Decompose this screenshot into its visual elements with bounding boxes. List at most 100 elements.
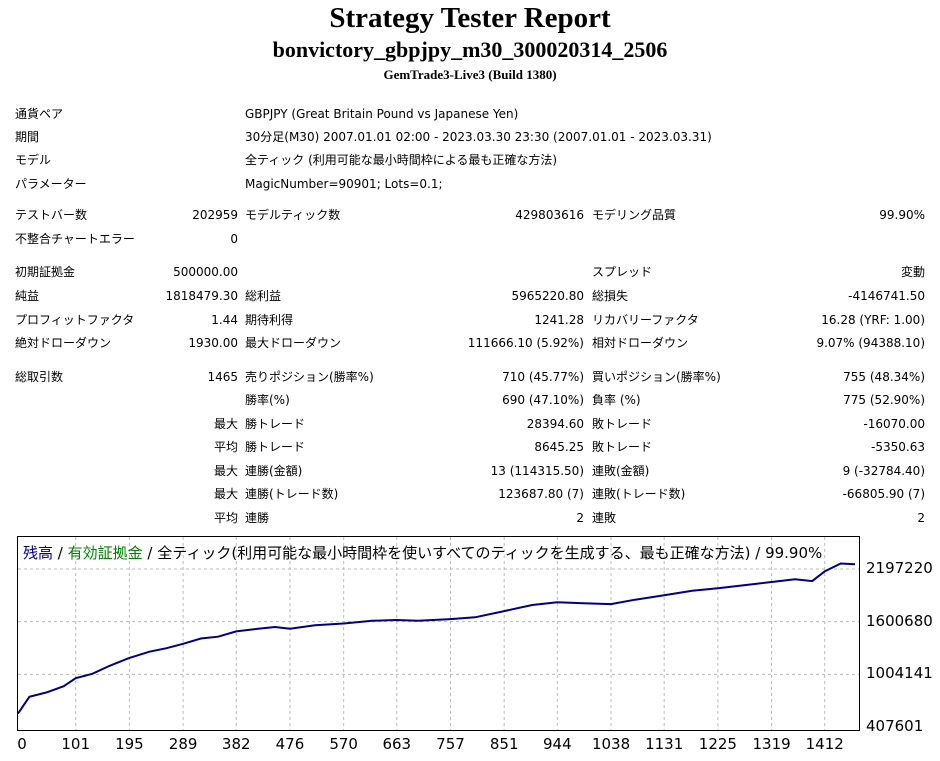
- stat-value: 690 (47.10%): [502, 393, 584, 407]
- stat-label: モデリング品質: [592, 208, 677, 222]
- stat-value: 202959: [192, 208, 238, 222]
- legend-sep: /: [53, 544, 68, 562]
- stat-label: 負率 (%): [592, 393, 641, 407]
- x-tick-label: 757: [436, 735, 465, 753]
- stat-value: 2: [917, 511, 925, 525]
- stat-value: 9.07% (94388.10): [816, 336, 925, 350]
- legend-desc: / 全ティック(利用可能な最小時間枠を使いすべてのティックを生成する、最も正確な…: [142, 544, 823, 562]
- stat-value: 429803616: [515, 208, 584, 222]
- stat-value: 1.44: [211, 313, 238, 327]
- stat-value: 123687.80 (7): [498, 487, 584, 501]
- info-label-params: パラメーター: [15, 177, 87, 191]
- stat-value: 28394.60: [526, 417, 584, 431]
- stat-label: 純益: [15, 289, 40, 303]
- x-tick-label: 476: [275, 735, 305, 753]
- stat-value: -16070.00: [863, 417, 925, 431]
- stat-label: 売りポジション(勝率%): [245, 370, 374, 384]
- stat-value: -4146741.50: [848, 289, 925, 303]
- stat-value: 1241.28: [534, 313, 584, 327]
- chart-svg: [18, 537, 859, 730]
- stat-label: 絶対ドローダウン: [15, 336, 112, 350]
- stat-value: 変動: [900, 265, 925, 279]
- stat-label: 連敗: [592, 511, 617, 525]
- stat-label: 最大ドローダウン: [245, 336, 342, 350]
- x-tick-label: 1412: [805, 735, 844, 753]
- y-tick-label: 1600680: [866, 611, 933, 630]
- stat-label: 買いポジション(勝率%): [592, 370, 721, 384]
- stat-label: スプレッド: [592, 265, 653, 279]
- info-label-model: モデル: [15, 153, 52, 167]
- stat-label: プロフィットファクタ: [15, 313, 135, 327]
- stat-label: 連勝(金額): [245, 464, 303, 478]
- stat-label: 総取引数: [15, 370, 64, 384]
- stat-label: 不整合チャートエラー: [15, 232, 135, 246]
- stat-label: 連敗(トレード数): [592, 487, 686, 501]
- stat-label: リカバリーファクタ: [592, 313, 699, 327]
- x-tick-label: 382: [221, 735, 251, 753]
- stat-value: 775 (52.90%): [843, 393, 925, 407]
- stat-label: 平均: [213, 440, 238, 454]
- stat-value: 16.28 (YRF: 1.00): [821, 313, 925, 327]
- x-tick-label: 0: [17, 735, 27, 753]
- y-tick-label: 1004141: [866, 664, 933, 683]
- stat-label: テストバー数: [15, 208, 88, 222]
- stat-value: 5965220.80: [511, 289, 584, 303]
- stat-label: 勝トレード: [245, 440, 306, 454]
- stat-label: 連勝(トレード数): [245, 487, 339, 501]
- x-tick-label: 663: [382, 735, 412, 753]
- balance-line: [18, 562, 856, 715]
- legend-equity: 有効証拠金: [67, 544, 143, 562]
- y-tick-label: 407601: [866, 717, 924, 735]
- info-value-model: 全ティック (利用可能な最小時間枠による最も正確な方法): [245, 153, 558, 167]
- x-tick-label: 101: [61, 735, 91, 753]
- info-label-pair: 通貨ペア: [15, 107, 64, 121]
- stat-label: 連勝: [245, 511, 270, 525]
- stat-label: 敗トレード: [592, 440, 653, 454]
- stat-value: -5350.63: [871, 440, 925, 454]
- balance-chart: 残高 / 有効証拠金 / 全ティック(利用可能な最小時間枠を使いすべてのティック…: [17, 536, 860, 731]
- legend-balance: 残高: [23, 544, 54, 562]
- stat-label: 相対ドローダウン: [592, 336, 689, 350]
- stat-value: -66805.90 (7): [842, 487, 925, 501]
- stat-label: 期待利得: [245, 313, 294, 327]
- x-tick-label: 944: [543, 735, 572, 753]
- report-subtitle: bonvictory_gbpjpy_m30_300020314_2506: [272, 37, 668, 62]
- stat-label: 勝トレード: [245, 417, 306, 431]
- info-value-period: 30分足(M30) 2007.01.01 02:00 - 2023.03.30 …: [245, 130, 712, 144]
- stat-value: 755 (48.34%): [843, 370, 925, 384]
- x-tick-label: 570: [329, 735, 358, 753]
- y-tick-label: 2197220: [866, 559, 933, 577]
- stat-label: 最大: [213, 464, 238, 478]
- stat-value: 13 (114315.50): [490, 464, 584, 478]
- x-tick-label: 1131: [645, 735, 684, 753]
- x-tick-label: 851: [489, 735, 519, 753]
- stat-value: 111666.10 (5.92%): [467, 336, 584, 350]
- x-tick-label: 1038: [591, 735, 631, 753]
- stat-label: 初期証拠金: [15, 265, 76, 279]
- stat-label: 総損失: [592, 289, 629, 303]
- x-tick-label: 195: [115, 735, 144, 753]
- stat-value: 9 (-32784.40): [842, 464, 925, 478]
- stat-label: 平均: [213, 511, 238, 525]
- info-label-period: 期間: [15, 130, 40, 144]
- info-value-params: MagicNumber=90901; Lots=0.1;: [245, 177, 443, 191]
- stat-value: 1818479.30: [165, 289, 238, 303]
- stat-value: 1930.00: [188, 336, 238, 350]
- report-title: Strategy Tester Report: [329, 2, 611, 34]
- stat-label: 勝率(%): [245, 393, 290, 407]
- stat-label: 最大: [213, 487, 238, 501]
- stat-label: 総利益: [245, 289, 282, 303]
- stat-label: モデルティック数: [245, 208, 341, 222]
- stat-value: 710 (45.77%): [502, 370, 584, 384]
- chart-legend: 残高 / 有効証拠金 / 全ティック(利用可能な最小時間枠を使いすべてのティック…: [23, 542, 822, 563]
- x-tick-label: 1225: [698, 735, 737, 753]
- info-value-pair: GBPJPY (Great Britain Pound vs Japanese …: [245, 107, 519, 121]
- stat-label: 最大: [213, 417, 238, 431]
- stat-value: 2: [576, 511, 584, 525]
- stat-value: 99.90%: [879, 208, 925, 222]
- x-tick-label: 289: [168, 735, 198, 753]
- stat-label: 敗トレード: [592, 417, 653, 431]
- x-tick-label: 1319: [752, 735, 791, 753]
- stat-value: 1465: [207, 370, 238, 384]
- stat-label: 連敗(金額): [592, 464, 650, 478]
